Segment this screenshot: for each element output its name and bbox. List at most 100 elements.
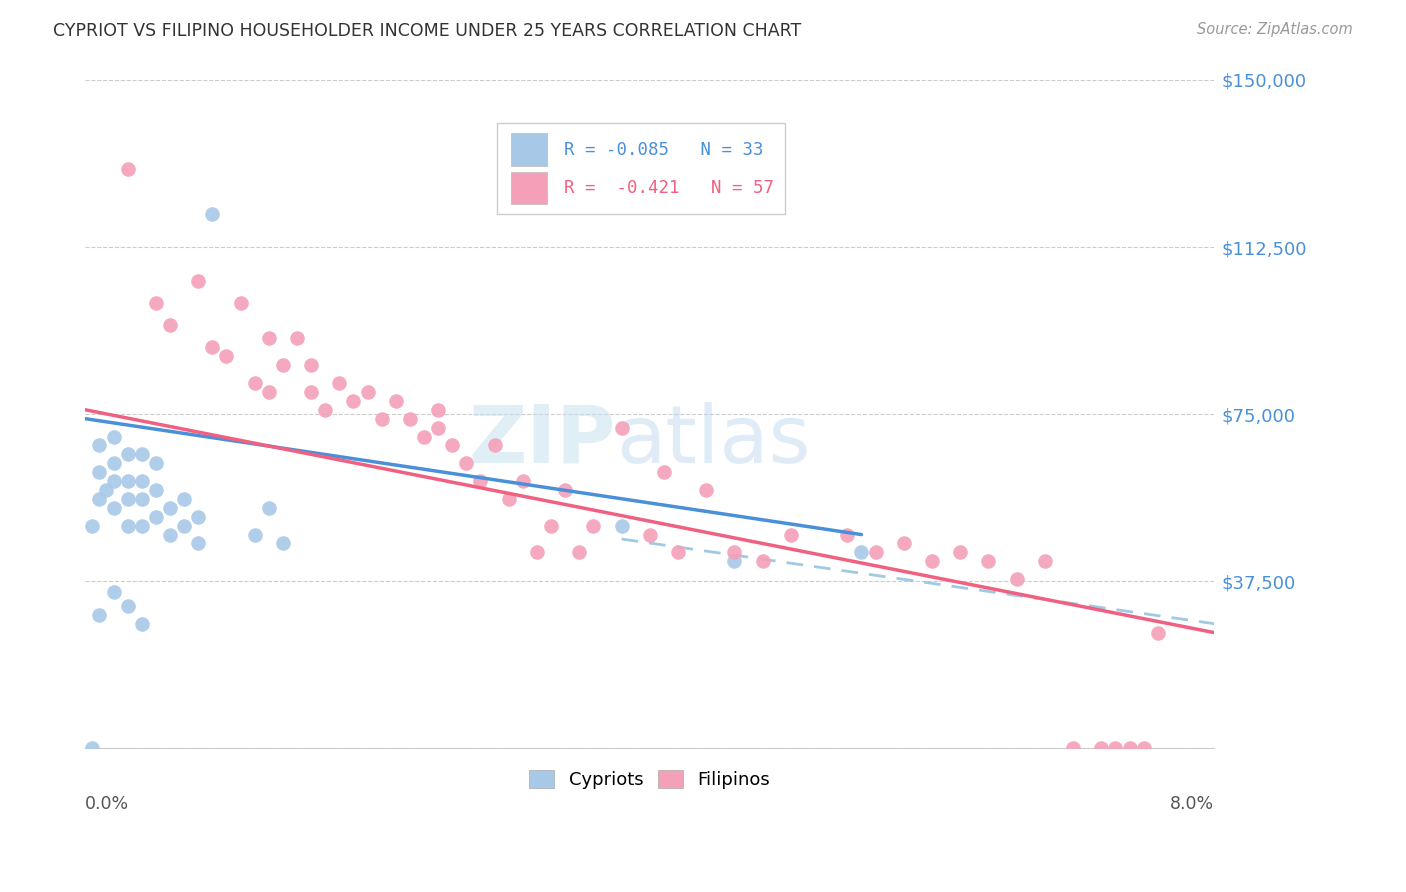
Point (131, 474, 153, 488)
Point (271, 358, 294, 372)
Text: R = -0.085   N = 33: R = -0.085 N = 33 (564, 141, 763, 159)
Point (427, 402, 450, 417)
Point (638, 527, 661, 541)
Point (1146, 625, 1168, 640)
Point (187, 509, 209, 524)
Text: 0.0%: 0.0% (86, 796, 129, 814)
Text: Source: ZipAtlas.com: Source: ZipAtlas.com (1197, 22, 1353, 37)
Point (159, 318, 181, 332)
Point (131, 447, 153, 461)
Point (751, 554, 773, 568)
Point (103, 585, 125, 599)
Point (103, 500, 125, 515)
Point (921, 554, 943, 568)
Point (1132, 741, 1154, 756)
Point (103, 474, 125, 488)
Text: 8.0%: 8.0% (1170, 796, 1215, 814)
Point (117, 474, 139, 488)
Point (145, 509, 167, 524)
Point (526, 545, 548, 559)
Point (484, 438, 506, 452)
Point (131, 518, 153, 533)
Point (370, 411, 392, 425)
Point (215, 349, 238, 363)
Point (851, 545, 873, 559)
Point (89, 465, 111, 479)
Point (695, 483, 717, 497)
Point (314, 402, 336, 417)
Legend: Cypriots, Filipinos: Cypriots, Filipinos (522, 763, 778, 797)
Text: R =  -0.421   N = 57: R = -0.421 N = 57 (564, 178, 773, 196)
Point (723, 545, 745, 559)
FancyBboxPatch shape (510, 134, 547, 166)
Point (779, 527, 801, 541)
Point (1104, 741, 1126, 756)
Point (257, 384, 280, 399)
Point (257, 500, 280, 515)
Point (865, 545, 887, 559)
Point (82, 741, 104, 756)
Point (243, 376, 266, 390)
Point (582, 518, 605, 533)
Point (652, 465, 675, 479)
Point (103, 456, 125, 470)
Point (356, 384, 378, 399)
Point (1090, 741, 1112, 756)
Point (413, 429, 436, 443)
Point (159, 500, 181, 515)
Point (89, 491, 111, 506)
Point (117, 162, 139, 177)
Point (384, 393, 406, 408)
Point (131, 491, 153, 506)
Point (257, 331, 280, 345)
Point (342, 393, 364, 408)
Point (328, 376, 350, 390)
Text: ZIP: ZIP (468, 402, 616, 480)
Point (96, 483, 118, 497)
Point (187, 536, 209, 550)
Point (187, 273, 209, 287)
Point (117, 491, 139, 506)
Point (229, 295, 252, 310)
Text: atlas: atlas (616, 402, 810, 480)
Point (201, 207, 224, 221)
Point (949, 545, 972, 559)
Point (470, 474, 492, 488)
Point (299, 358, 322, 372)
Point (512, 474, 534, 488)
Point (173, 518, 195, 533)
Point (399, 411, 422, 425)
Point (554, 483, 576, 497)
Point (977, 554, 1000, 568)
Point (1033, 554, 1056, 568)
Point (173, 491, 195, 506)
Point (145, 456, 167, 470)
Point (893, 536, 915, 550)
Point (117, 599, 139, 613)
Point (82, 518, 104, 533)
Point (299, 384, 322, 399)
Point (89, 438, 111, 452)
Point (837, 527, 859, 541)
FancyBboxPatch shape (498, 123, 785, 214)
Point (427, 420, 450, 434)
Point (456, 456, 478, 470)
Point (201, 340, 224, 354)
Text: CYPRIOT VS FILIPINO HOUSEHOLDER INCOME UNDER 25 YEARS CORRELATION CHART: CYPRIOT VS FILIPINO HOUSEHOLDER INCOME U… (53, 22, 801, 40)
Point (498, 491, 520, 506)
Point (271, 536, 294, 550)
Point (1005, 572, 1028, 586)
Point (723, 554, 745, 568)
Point (666, 545, 689, 559)
FancyBboxPatch shape (510, 171, 547, 203)
Point (117, 518, 139, 533)
Point (610, 518, 633, 533)
Point (117, 447, 139, 461)
Point (568, 545, 591, 559)
Point (540, 518, 562, 533)
Point (159, 527, 181, 541)
Point (610, 420, 633, 434)
Point (243, 527, 266, 541)
Point (1118, 741, 1140, 756)
Point (441, 438, 464, 452)
